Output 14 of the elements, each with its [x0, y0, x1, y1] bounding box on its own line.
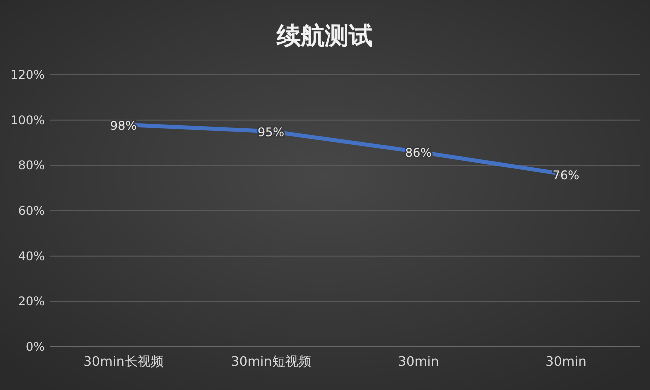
y-tick-label: 0% — [26, 340, 45, 354]
x-tick-label: 30min — [546, 355, 587, 370]
y-tick-label: 60% — [18, 204, 45, 218]
y-tick-label: 100% — [10, 113, 45, 128]
chart-title: 续航测试 — [276, 22, 373, 50]
y-tick-label: 80% — [18, 158, 45, 173]
x-tick-label: 30min短视频 — [231, 355, 312, 370]
y-tick-label: 20% — [18, 294, 45, 309]
y-tick-label: 40% — [18, 249, 45, 264]
data-label: 76% — [552, 168, 580, 183]
x-tick-label: 30min长视频 — [84, 355, 164, 370]
y-tick-label: 120% — [10, 68, 45, 82]
data-label: 98% — [110, 118, 138, 133]
x-tick-label: 30min — [398, 355, 440, 370]
